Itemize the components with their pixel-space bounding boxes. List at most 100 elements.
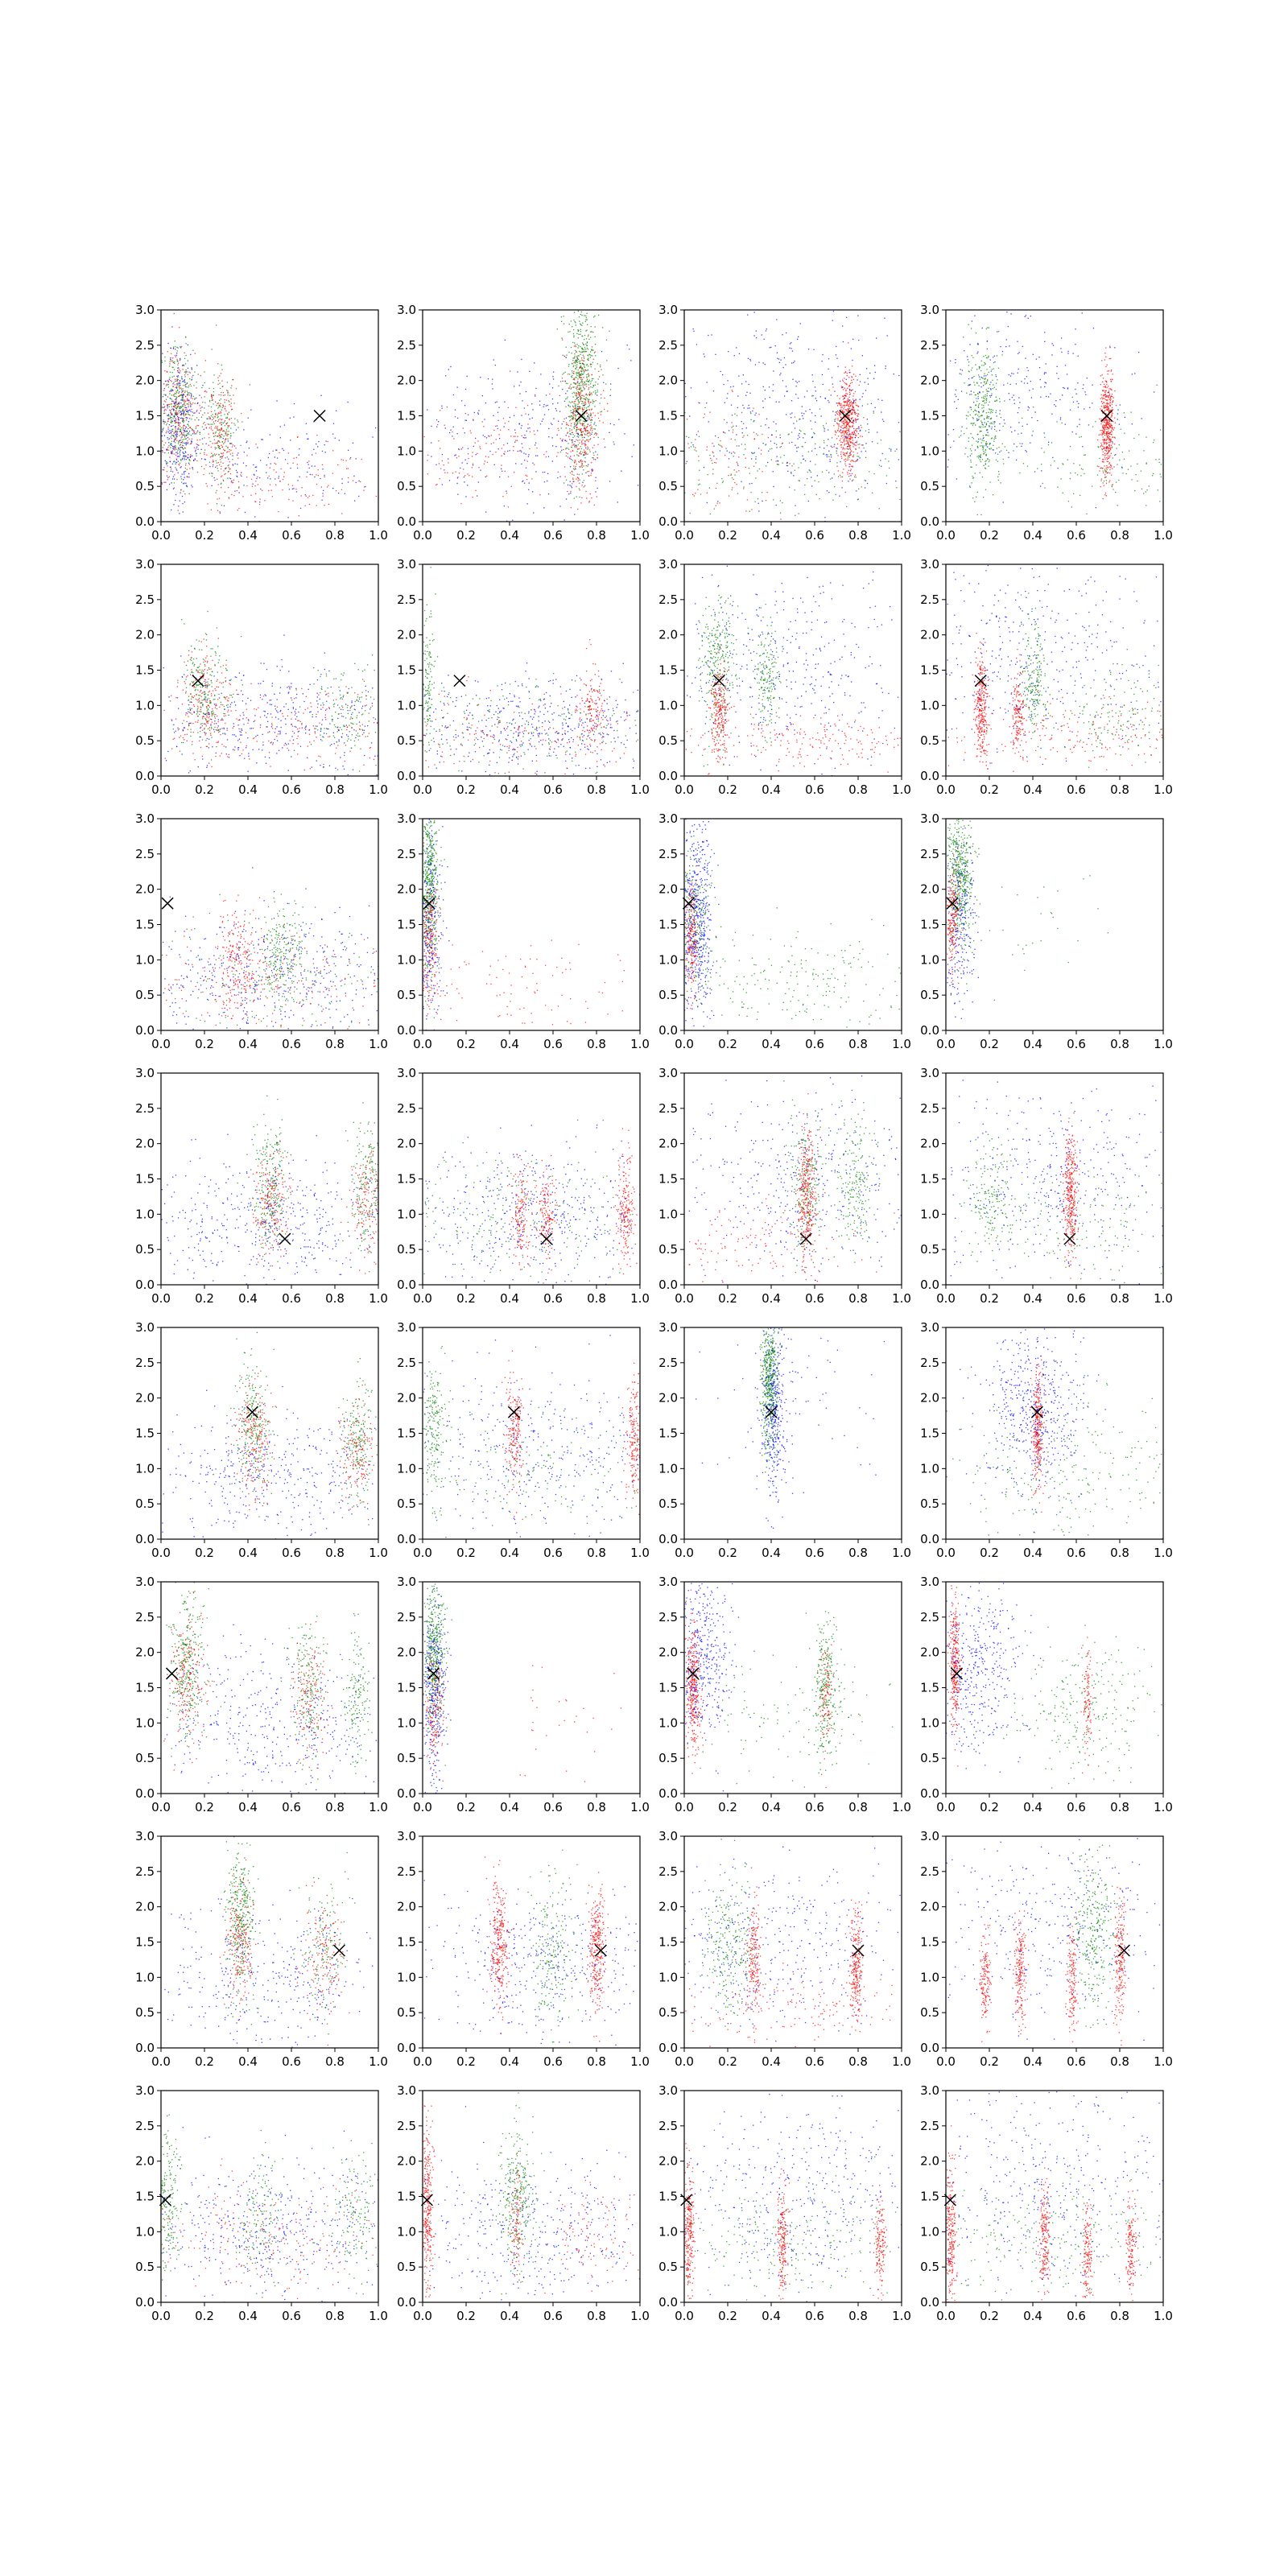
point-green	[755, 433, 758, 435]
point-red	[855, 435, 857, 436]
point-blue	[184, 427, 186, 430]
point-blue	[276, 400, 278, 402]
point-blue	[456, 417, 459, 419]
point-red	[308, 460, 310, 462]
point-red	[573, 362, 575, 364]
point-blue	[772, 384, 774, 386]
point-blue	[257, 447, 258, 448]
point-red	[842, 442, 844, 444]
point-green	[987, 379, 989, 381]
point-blue	[727, 393, 729, 394]
point-green	[978, 411, 980, 413]
point-green	[981, 459, 984, 460]
point-red	[1100, 478, 1102, 480]
point-red	[169, 403, 171, 406]
point-blue	[504, 339, 506, 341]
point-blue	[535, 387, 537, 390]
point-green	[584, 382, 585, 383]
point-green	[582, 351, 584, 353]
point-blue	[282, 448, 283, 450]
point-red	[470, 432, 472, 434]
point-green	[590, 326, 592, 328]
point-blue	[448, 369, 449, 370]
point-blue	[270, 463, 271, 464]
point-green	[190, 435, 192, 436]
point-blue	[259, 477, 261, 479]
point-red	[598, 370, 600, 372]
point-red	[189, 418, 191, 419]
point-red	[846, 420, 848, 422]
point-green	[782, 462, 783, 464]
point-blue	[235, 469, 237, 472]
point-blue	[163, 481, 165, 483]
point-green	[966, 392, 968, 394]
point-red	[1101, 444, 1103, 446]
point-blue	[814, 433, 815, 435]
point-red	[745, 510, 747, 512]
point-blue	[487, 378, 489, 380]
point-blue	[180, 402, 182, 404]
point-red	[753, 465, 755, 467]
point-green	[192, 349, 194, 351]
point-red	[172, 394, 175, 396]
point-red	[176, 478, 178, 481]
point-blue	[186, 485, 188, 486]
point-green	[796, 420, 798, 422]
point-blue	[692, 444, 694, 446]
point-blue	[186, 371, 188, 373]
point-blue	[293, 416, 295, 418]
point-blue	[858, 339, 860, 341]
point-blue	[884, 317, 886, 319]
point-red	[174, 405, 175, 407]
point-green	[170, 411, 171, 414]
point-red	[464, 413, 466, 415]
point-green	[177, 379, 179, 381]
point-red	[246, 455, 248, 456]
point-blue	[844, 436, 846, 438]
point-red	[581, 497, 583, 498]
point-red	[182, 394, 184, 395]
point-red	[852, 433, 854, 435]
point-green	[581, 367, 584, 369]
point-red	[502, 418, 505, 419]
point-green	[582, 374, 584, 375]
point-red	[211, 394, 213, 396]
point-blue	[172, 383, 174, 385]
point-green	[992, 411, 993, 414]
point-green	[746, 435, 749, 436]
point-red	[850, 390, 852, 392]
point-green	[175, 446, 176, 448]
point-blue	[706, 502, 708, 504]
point-blue	[773, 485, 774, 488]
point-blue	[176, 436, 178, 438]
point-blue	[768, 386, 770, 388]
point-blue	[537, 430, 539, 431]
point-red	[514, 436, 516, 437]
point-red	[837, 455, 839, 456]
point-blue	[577, 433, 579, 436]
point-red	[209, 417, 211, 419]
point-green	[590, 424, 592, 426]
point-green	[750, 412, 752, 415]
point-blue	[551, 460, 553, 462]
point-green	[173, 382, 175, 383]
point-blue	[225, 467, 227, 469]
point-blue	[180, 449, 181, 451]
point-green	[985, 398, 987, 400]
point-green	[169, 371, 171, 373]
point-red	[565, 448, 567, 450]
point-red	[850, 414, 852, 415]
point-red	[843, 415, 844, 417]
point-green	[188, 371, 190, 373]
point-red	[854, 460, 856, 462]
point-blue	[171, 413, 173, 415]
point-red	[230, 449, 232, 452]
point-blue	[595, 491, 597, 493]
point-green	[578, 382, 580, 384]
y-tick-label: 0.0	[135, 514, 155, 529]
point-red	[849, 473, 851, 474]
point-red	[175, 454, 177, 456]
point-blue	[778, 361, 780, 363]
point-red	[1107, 405, 1108, 407]
